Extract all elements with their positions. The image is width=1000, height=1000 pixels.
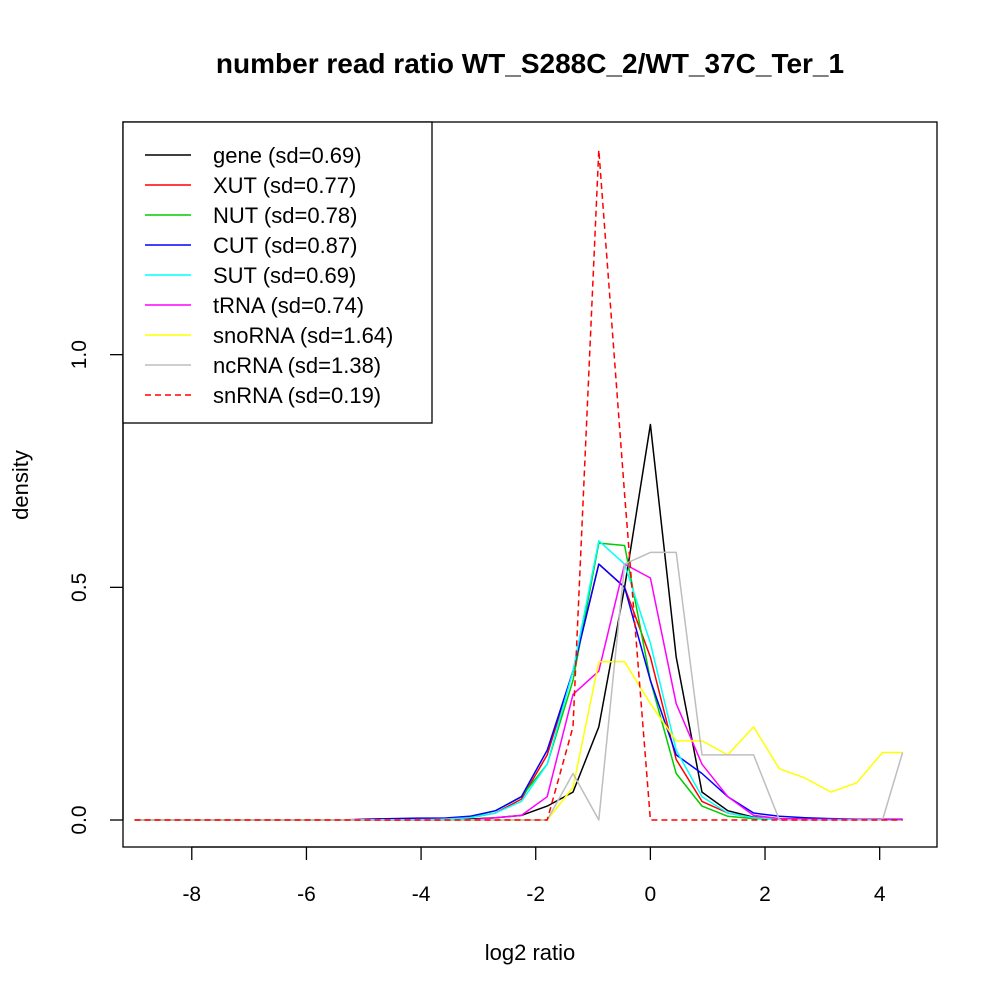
legend-label: tRNA (sd=0.74) [213, 293, 364, 318]
legend-label: snRNA (sd=0.19) [213, 383, 381, 408]
legend-items: gene (sd=0.69) XUT (sd=0.77) NUT (sd=0.78)… [145, 143, 393, 408]
x-tick-label: 2 [759, 883, 771, 906]
legend-label: SUT (sd=0.69) [213, 263, 356, 288]
x-tick-label: -6 [297, 883, 316, 906]
x-axis-label: log2 ratio [485, 940, 576, 965]
x-tick-label: -4 [412, 883, 431, 906]
legend-box [122, 121, 433, 424]
x-tick-label: -8 [182, 883, 201, 906]
x-tick-label: 4 [874, 883, 886, 906]
legend-label: CUT (sd=0.87) [213, 233, 357, 258]
legend-label: XUT (sd=0.77) [213, 173, 356, 198]
chart-title: number read ratio WT_S288C_2/WT_37C_Ter_… [216, 48, 844, 79]
y-axis-label: density [8, 450, 33, 520]
legend: gene (sd=0.69) XUT (sd=0.77) NUT (sd=0.78)… [122, 121, 433, 424]
series-line [134, 551, 904, 821]
x-axis-ticks: -8 -6 -4 -2 0 2 4 [182, 847, 886, 906]
y-tick-label: 0.5 [68, 573, 91, 602]
x-tick-label: 0 [645, 883, 657, 906]
series-lines [134, 149, 904, 821]
legend-label: NUT (sd=0.78) [213, 203, 357, 228]
x-tick-label: -2 [526, 883, 545, 906]
legend-label: ncRNA (sd=1.38) [213, 353, 381, 378]
y-tick-label: 0.0 [68, 805, 91, 834]
y-axis-ticks: 0.0 0.5 1.0 [68, 340, 123, 835]
y-tick-label: 1.0 [68, 340, 91, 369]
legend-label: snoRNA (sd=1.64) [213, 323, 393, 348]
legend-label: gene (sd=0.69) [213, 143, 362, 168]
